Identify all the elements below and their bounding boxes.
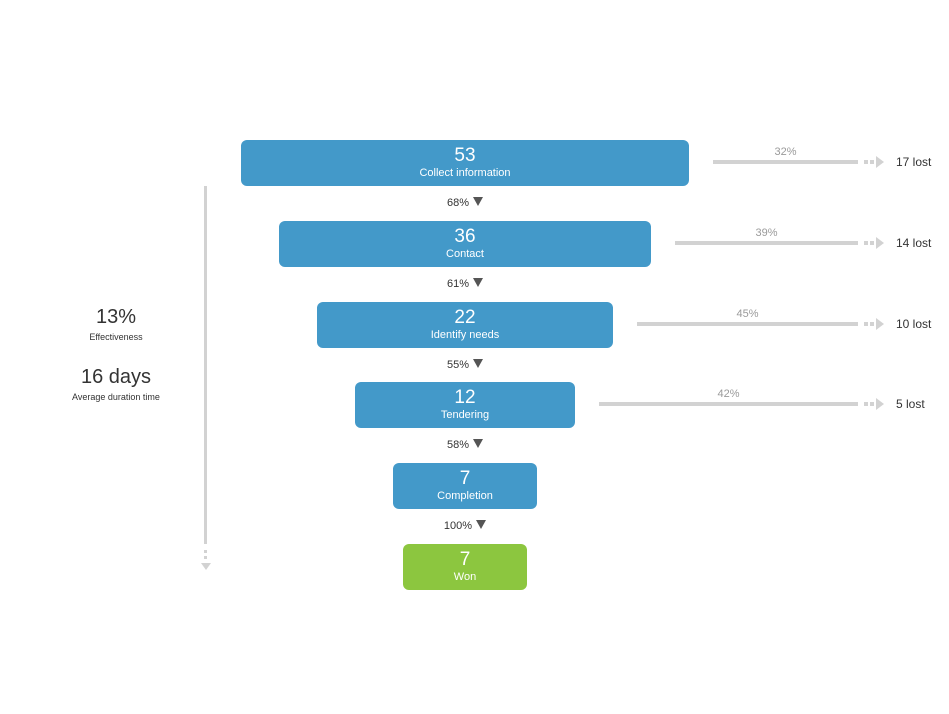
- stage-value: 7: [459, 468, 471, 490]
- loss-line: [637, 321, 858, 326]
- loss-percentage: 42%: [717, 388, 740, 401]
- loss-line-dash: [870, 402, 874, 407]
- duration-value: 16 days: [80, 366, 152, 388]
- effectiveness-label: Effectiveness: [89, 332, 143, 342]
- loss-line-dash: [864, 402, 868, 407]
- loss-line-dash: [864, 321, 868, 326]
- funnel-stage: 53 Collect information: [241, 140, 689, 186]
- funnel-stage: 22 Identify needs: [317, 301, 613, 348]
- conversion-rate-value: 58%: [446, 439, 470, 452]
- stage-value: 22: [454, 306, 476, 328]
- stage-label: Identify needs: [430, 328, 500, 341]
- duration-line: [204, 186, 207, 544]
- duration-line-dash: [204, 550, 207, 553]
- loss-line: [713, 160, 858, 164]
- loss-line-dash: [864, 240, 868, 245]
- right-arrow-icon: [876, 156, 884, 168]
- loss-line-dash: [870, 240, 874, 245]
- duration-label: Average duration time: [72, 392, 160, 402]
- down-arrow-icon: [200, 563, 211, 570]
- loss-line-dash: [864, 160, 868, 164]
- loss-line-dash: [870, 321, 874, 326]
- right-arrow-icon: [876, 236, 884, 249]
- stage-value: 36: [454, 225, 476, 247]
- loss-percentage: 39%: [755, 226, 778, 239]
- stage-label: Completion: [437, 490, 493, 503]
- stage-value: 53: [454, 145, 476, 166]
- stage-label: Tendering: [440, 409, 490, 422]
- effectiveness-metric: 13% Effectiveness: [46, 306, 186, 343]
- conversion-rate: 100%: [425, 519, 505, 533]
- stage-label: Won: [453, 571, 477, 583]
- conversion-rate-value: 55%: [446, 358, 470, 371]
- loss-line-dash: [870, 160, 874, 164]
- loss-count: 5 lost: [896, 397, 925, 412]
- funnel-stage: 36 Contact: [279, 220, 651, 267]
- effectiveness-value: 13%: [95, 306, 137, 328]
- down-triangle-icon: [473, 197, 484, 206]
- duration-line-dash: [204, 556, 207, 559]
- funnel-stage: 12 Tendering: [355, 382, 575, 429]
- funnel-stage: 7 Completion: [393, 463, 537, 510]
- loss-count: 14 lost: [896, 235, 932, 250]
- conversion-rate: 61%: [425, 277, 505, 291]
- right-arrow-icon: [876, 317, 884, 330]
- conversion-rate: 58%: [425, 438, 505, 452]
- duration-metric: 16 days Average duration time: [46, 366, 186, 403]
- conversion-rate-value: 100%: [443, 520, 473, 533]
- loss-percentage: 45%: [736, 307, 759, 320]
- loss-count: 10 lost: [896, 316, 932, 331]
- loss-count: 17 lost: [896, 155, 932, 169]
- stage-label: Collect information: [419, 167, 511, 179]
- loss-line: [675, 240, 858, 245]
- loss-line: [599, 402, 858, 407]
- conversion-rate-value: 68%: [446, 197, 470, 209]
- right-arrow-icon: [876, 398, 884, 411]
- stage-value: 7: [459, 549, 471, 570]
- down-triangle-icon: [473, 358, 484, 368]
- loss-percentage: 32%: [774, 146, 797, 158]
- down-triangle-icon: [476, 520, 487, 530]
- down-triangle-icon: [473, 277, 484, 287]
- funnel-stage-won: 7 Won: [403, 544, 527, 590]
- stage-value: 12: [454, 387, 476, 409]
- stage-label: Contact: [446, 247, 484, 260]
- conversion-rate-value: 61%: [446, 277, 470, 290]
- down-triangle-icon: [473, 439, 484, 449]
- conversion-rate: 68%: [425, 196, 505, 210]
- conversion-rate: 55%: [425, 358, 505, 372]
